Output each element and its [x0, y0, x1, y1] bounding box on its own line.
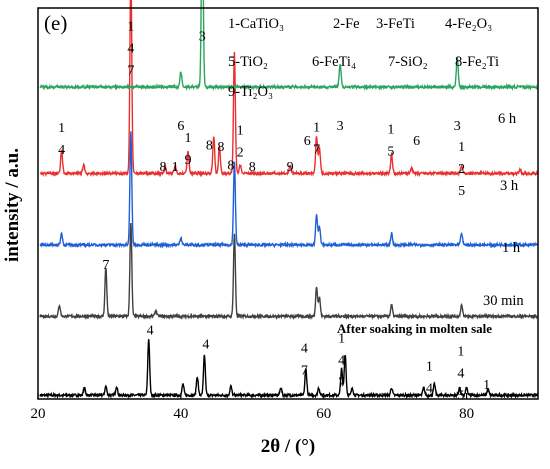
x-tick-label-80: 80 [459, 406, 474, 422]
legend-entry-6: 6-FeTi₄ [312, 54, 356, 70]
peak-label-18-1: 5 [387, 145, 394, 160]
peak-label-12-0: 8 [217, 140, 224, 155]
peak-label-14-0: 1 [237, 123, 244, 138]
series-line-0 [39, 339, 538, 400]
peak-label-25-0: 1 [426, 359, 433, 374]
peak-label-14-1: 2 [237, 145, 244, 160]
peak-label-6-0: 3 [454, 119, 461, 134]
peak-label-2-0: 6 [177, 119, 184, 134]
curve-label-6h: 6 h [498, 111, 517, 127]
x-tick-label-20: 20 [31, 406, 46, 422]
peak-label-8-0: 8 [160, 160, 167, 175]
peak-label-19-1: 2 [458, 162, 465, 177]
panel-label: (e) [44, 11, 67, 35]
peak-label-24-0: 1 [338, 332, 345, 347]
peak-label-23-0: 4 [301, 341, 308, 356]
curves-layer [39, 0, 538, 400]
curve-label-3h: 3 h [500, 178, 519, 194]
peak-label-0-1: 4 [127, 42, 134, 57]
peak-label-26-0: 1 [457, 344, 464, 359]
peak-label-21-0: 4 [147, 323, 154, 338]
peak-label-17-0: 1 [313, 120, 320, 135]
peak-label-19-0: 1 [458, 140, 465, 155]
peak-label-1-0: 3 [199, 29, 206, 44]
legend-entry-9: 9-Ti₂O₃ [228, 84, 273, 100]
peak-label-18-0: 1 [387, 123, 394, 138]
peak-label-3-0: 6 [304, 134, 311, 149]
series-line-4 [39, 0, 538, 91]
curve-label-1h: 1 h [502, 240, 521, 256]
curve-label-30min: 30 min [483, 293, 524, 309]
x-axis-title: 2θ / (°) [261, 436, 315, 457]
peak-label-16-0: 9 [287, 160, 294, 175]
peak-label-0-0: 1 [127, 20, 134, 35]
legend-entry-4: 4-Fe₂O₃ [445, 16, 492, 32]
peak-label-20-0: 7 [102, 258, 109, 273]
peak-label-22-0: 4 [202, 338, 209, 353]
legend-entry-2: 2-Fe [333, 16, 360, 32]
peak-label-5-0: 6 [413, 134, 420, 149]
legend-entry-3: 3-FeTi [376, 16, 415, 32]
series-line-1 [39, 223, 538, 321]
series-line-3 [40, 0, 538, 178]
y-axis-title: intensity / a.u. [2, 148, 23, 262]
peak-label-26-2: 5 [457, 388, 464, 403]
peak-label-23-1: 7 [301, 363, 308, 378]
peak-label-27-0: 1 [483, 378, 490, 393]
curve-label-molten-salt: After soaking in molten sale [337, 321, 492, 336]
peak-label-10-1: 9 [185, 153, 192, 168]
peak-label-0-2: 7 [127, 64, 134, 79]
peak-label-24-1: 4 [338, 354, 345, 369]
legend-entry-7: 7-SiO₂ [388, 54, 428, 70]
peak-label-17-1: 7 [313, 142, 320, 157]
peak-label-15-0: 8 [249, 160, 256, 175]
legend-entry-8: 8-Fe₂Ti [455, 54, 499, 70]
peak-label-11-0: 8 [206, 138, 213, 153]
legend-entry-5: 5-TiO₂ [228, 54, 268, 70]
x-tick-label-40: 40 [173, 406, 188, 422]
peak-label-4-0: 3 [337, 119, 344, 134]
peak-label-7-1: 4 [58, 143, 65, 158]
peak-label-19-2: 5 [458, 184, 465, 199]
series-line-2 [39, 131, 538, 249]
peak-label-9-0: 1 [172, 160, 179, 175]
x-axis-ticks: 20 40 60 80 [31, 393, 474, 422]
peak-label-13-0: 8 [227, 159, 234, 174]
peak-label-26-1: 4 [457, 366, 464, 381]
plot-frame [37, 7, 539, 400]
peak-label-7-0: 1 [58, 121, 65, 136]
peak-label-24-2: 7 [338, 376, 345, 391]
x-tick-label-60: 60 [316, 406, 331, 422]
legend-entry-1: 1-CaTiO₃ [228, 16, 284, 32]
peak-label-10-0: 1 [185, 131, 192, 146]
peak-label-25-1: 4 [426, 381, 433, 396]
